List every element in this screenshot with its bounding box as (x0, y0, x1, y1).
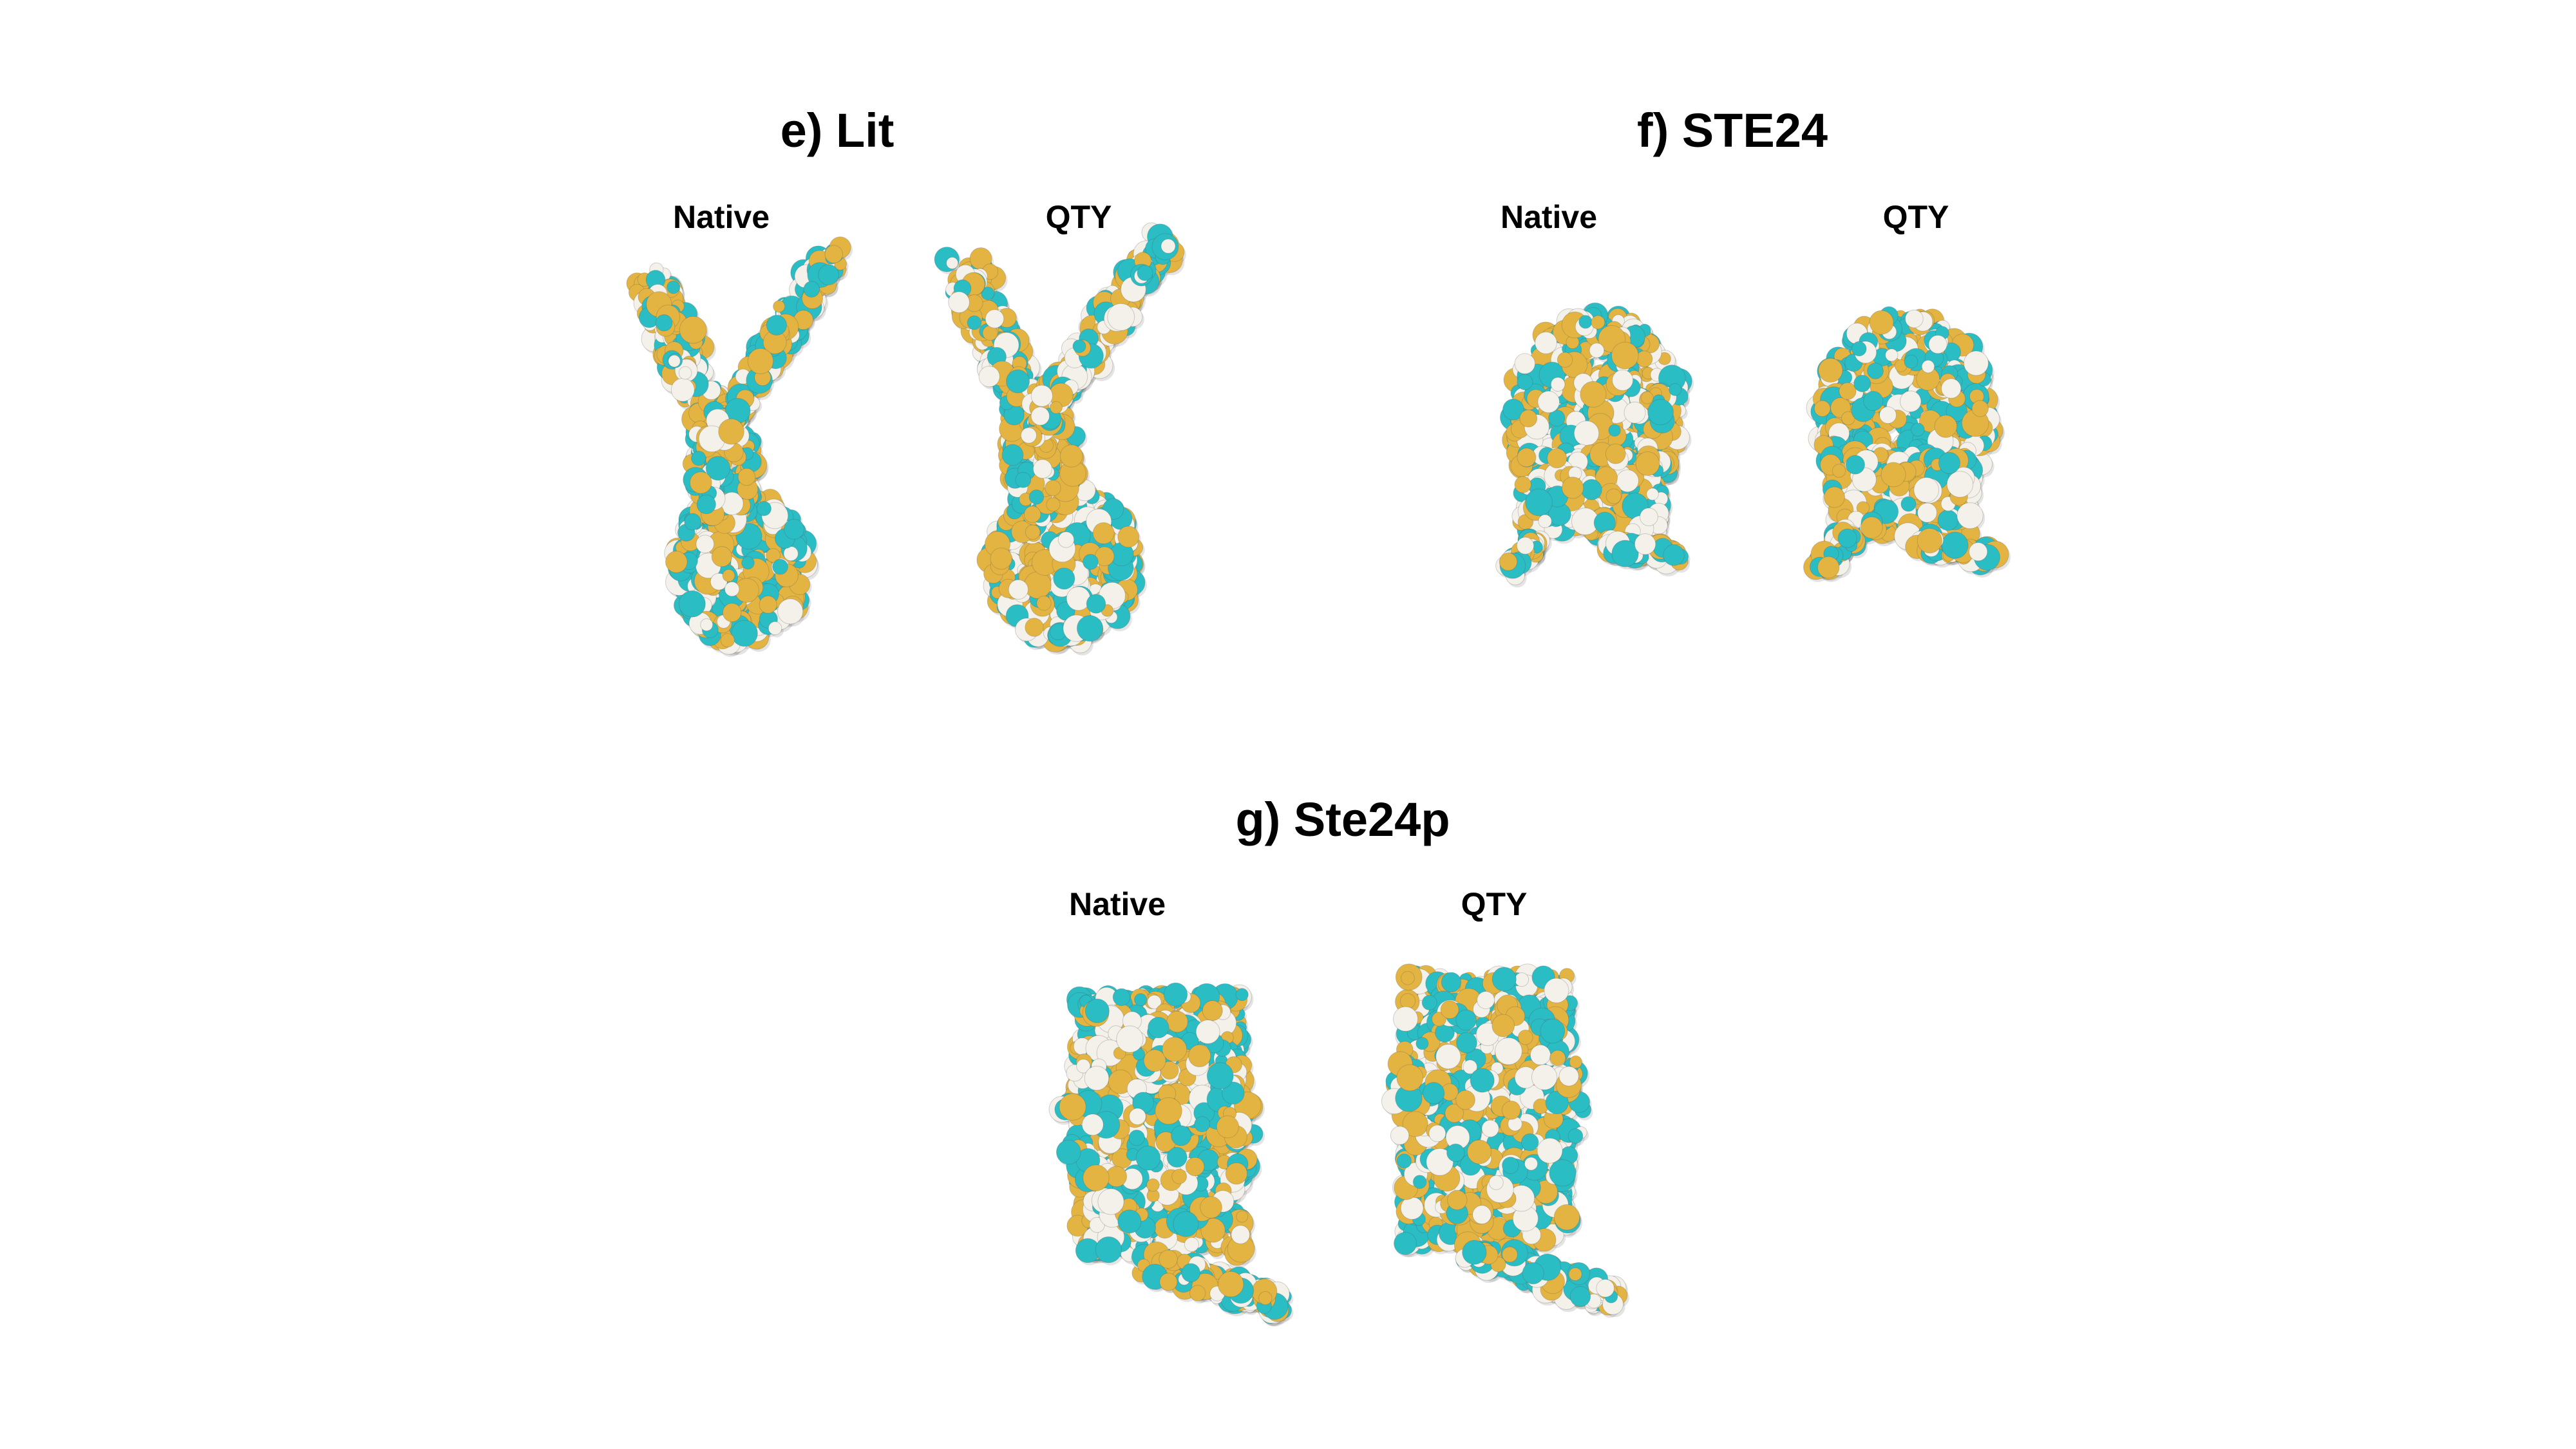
panel-f-title: f) STE24 (1636, 104, 1828, 157)
panel-f-native-structure (1495, 302, 1694, 588)
panel-e-qty-label: QTY (1045, 199, 1112, 235)
panel-g-native-structure (1048, 982, 1294, 1327)
panel-g-qty-label: QTY (1461, 886, 1528, 922)
panel-f-native-label: Native (1500, 199, 1598, 235)
panel-e-native-label: Native (672, 199, 770, 235)
panel-f-qty-structure (1803, 306, 2011, 582)
panel-e-qty-structure (934, 222, 1186, 656)
panel-f-qty-label: QTY (1882, 199, 1949, 235)
panel-g-native-label: Native (1068, 886, 1166, 922)
panel-e-title: e) Lit (780, 104, 895, 157)
panel-g-title: g) Ste24p (1235, 793, 1450, 846)
panel-e-native-structure (626, 236, 853, 658)
panel-g-qty-structure (1381, 963, 1629, 1318)
